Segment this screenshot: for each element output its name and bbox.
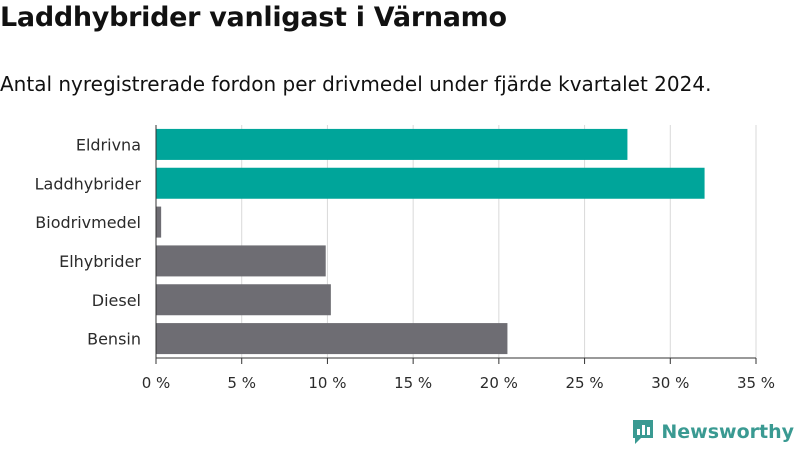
x-tick-label-6: 30 % (651, 374, 689, 392)
category-label-elhybrider: Elhybrider (59, 252, 141, 271)
bar-bensin (156, 323, 508, 355)
chart-subtitle: Antal nyregistrerade fordon per drivmede… (0, 72, 712, 96)
bar-eldrivna (156, 128, 628, 160)
bar-elhybrider (156, 245, 326, 277)
x-tick-label-2: 10 % (308, 374, 346, 392)
x-tick-label-7: 35 % (737, 374, 775, 392)
category-label-diesel: Diesel (92, 291, 141, 310)
x-tick-label-1: 5 % (227, 374, 256, 392)
category-label-eldrivna: Eldrivna (76, 135, 141, 154)
category-label-laddhybrider: Laddhybrider (35, 174, 142, 193)
bar-laddhybrider (156, 167, 705, 199)
x-tick-label-5: 25 % (566, 374, 604, 392)
brand-name: Newsworthy (661, 421, 794, 443)
brand: Newsworthy (631, 419, 794, 445)
category-label-biodrivmedel: Biodrivmedel (35, 213, 141, 232)
x-tick-label-4: 20 % (480, 374, 518, 392)
x-tick-label-0: 0 % (142, 374, 171, 392)
bar-biodrivmedel (156, 206, 162, 238)
bar-diesel (156, 284, 331, 316)
x-tick-label-3: 15 % (394, 374, 432, 392)
newsworthy-logo-icon (633, 420, 654, 444)
category-label-bensin: Bensin (87, 330, 141, 349)
chart-title: Laddhybrider vanligast i Värnamo (0, 2, 507, 33)
